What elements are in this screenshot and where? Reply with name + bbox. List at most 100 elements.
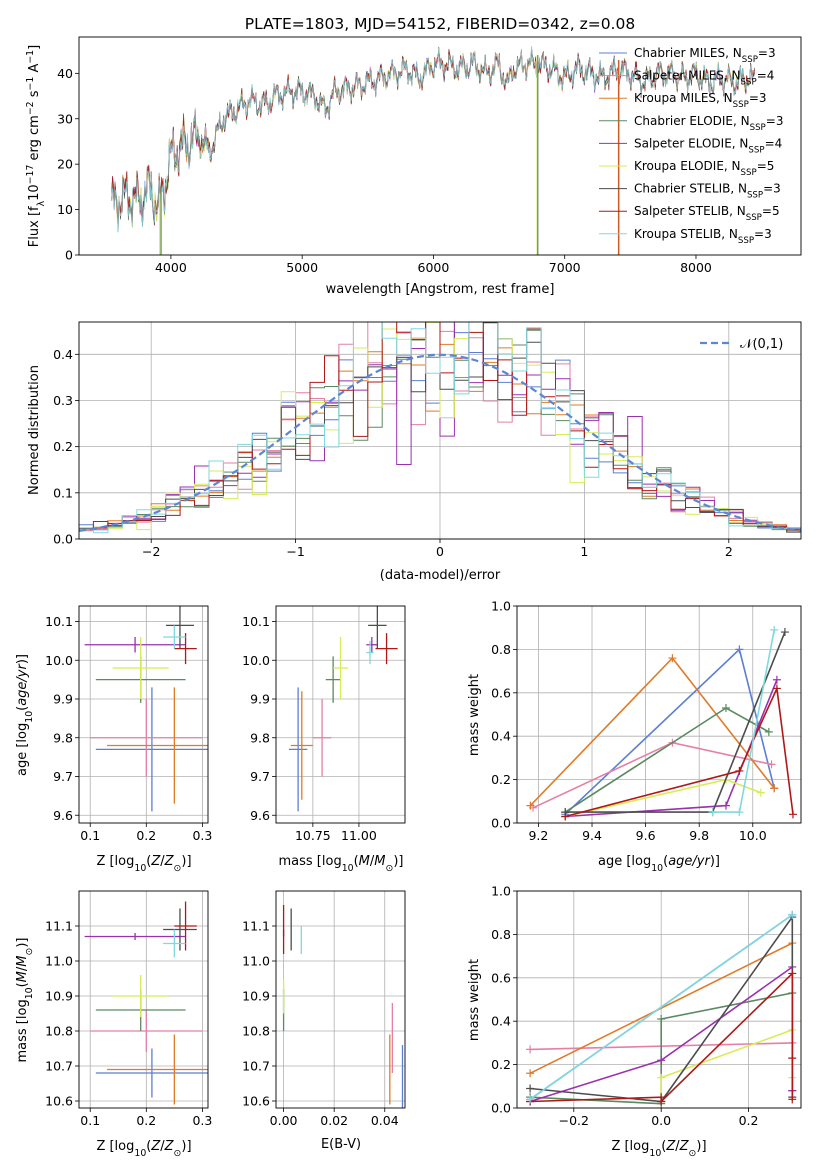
- y-tick-label: 0.2: [491, 772, 511, 787]
- weight-marker: [526, 1069, 535, 1078]
- y-tick-label: 10: [57, 202, 73, 217]
- panel-age-vs-mass: 10.75 11.00 9.6 9.7 9.8 9.9 10.0 10.1 mass [log1…: [242, 605, 406, 874]
- x-tick-label: 6000: [418, 260, 450, 275]
- x-axis-label: Z [log10(Z/Z⊙)]: [96, 854, 191, 874]
- histogram-series: [79, 322, 801, 534]
- histograms: [79, 322, 801, 534]
- weight-line: [660, 1028, 794, 1102]
- legend-entry: Kroupa STELIB, NSSP=3: [634, 227, 772, 246]
- y-tick-label: 11.1: [45, 919, 73, 934]
- weight-marker: [767, 760, 776, 769]
- y-tick-label: 10.1: [242, 614, 270, 629]
- legend-entry: Kroupa MILES, NSSP=3: [634, 91, 767, 110]
- error-bars: [282, 905, 404, 1108]
- x-axis-label: mass [log10(M/M⊙)]: [279, 854, 404, 874]
- weight-marker: [668, 654, 677, 663]
- x-tick-label: 9.2: [528, 828, 548, 843]
- legend: 𝒩(0,1): [700, 337, 783, 352]
- axes-frame: [78, 36, 802, 256]
- x-tick-label: −2: [142, 544, 160, 559]
- spectrum-line: [111, 48, 755, 233]
- x-tick-label: 1: [580, 544, 588, 559]
- weight-lines: [526, 625, 797, 821]
- weight-marker: [526, 1095, 535, 1104]
- plot-area: [79, 322, 801, 534]
- x-tick-label: 9.6: [636, 828, 656, 843]
- plot-area: [84, 606, 208, 812]
- y-tick-label: 0.1: [53, 485, 73, 500]
- y-tick-label: 10.7: [45, 1059, 73, 1074]
- x-tick-label: 0.1: [80, 828, 100, 843]
- y-tick-label: 0.6: [491, 685, 511, 700]
- axes-frame: [78, 605, 209, 824]
- x-tick-label: 0.3: [192, 828, 212, 843]
- x-axis-label: wavelength [Angstrom, rest frame]: [326, 282, 555, 297]
- panel-residuals: −2 −1 0 1 2 0.0 0.1 0.2 0.3 0.4 𝒩(0,1) (data-model)…: [27, 321, 802, 583]
- x-tick-label: −0.2: [559, 1113, 589, 1128]
- y-tick-label: 9.7: [53, 769, 73, 784]
- y-axis-label: mass [log10(M/M⊙)]: [15, 938, 35, 1063]
- panel-spectrum: 4000 5000 6000 7000 8000 0 10 20 30 40 Chabrier MI…: [25, 36, 802, 297]
- weight-line: [529, 914, 793, 1100]
- y-tick-label: 0.4: [491, 1014, 511, 1029]
- axes-frame: [78, 890, 209, 1109]
- panel-mass-vs-Z: 0.1 0.2 0.3 10.6 10.7 10.8 10.9 11.0 11.1 Z [log1…: [15, 890, 212, 1159]
- x-tick-label: 8000: [680, 260, 712, 275]
- weight-line: [564, 707, 770, 813]
- y-tick-label: 11.0: [45, 954, 73, 969]
- x-axis-label: Z [log10(Z/Z⊙)]: [611, 1139, 706, 1159]
- weight-marker: [708, 808, 717, 817]
- legend-entry: Salpeter STELIB, NSSP=5: [634, 204, 780, 223]
- x-tick-label: 11.00: [341, 828, 377, 843]
- y-tick-label: 30: [57, 111, 73, 126]
- spectrum-lines: [111, 46, 755, 255]
- y-tick-label: 0.2: [491, 1057, 511, 1072]
- panel-weight-vs-age: 9.2 9.4 9.6 9.8 10.0 0.0 0.2 0.4 0.6 0.8 1.0 age [l…: [467, 599, 802, 874]
- y-axis-label: mass weight: [467, 674, 482, 756]
- y-tick-label: 0.3: [53, 393, 73, 408]
- y-tick-label: 0.8: [491, 927, 511, 942]
- y-tick-label: 9.6: [53, 808, 73, 823]
- y-tick-label: 10.1: [45, 614, 73, 629]
- plot-area: [282, 905, 404, 1108]
- panel-mass-vs-ebv: 0.00 0.02 0.04 10.6 10.7 10.8 10.9 11.0 11.1 E(B-…: [242, 890, 406, 1152]
- weight-line: [530, 971, 794, 1104]
- y-tick-label: 1.0: [491, 599, 511, 614]
- weight-marker: [657, 1015, 666, 1024]
- y-axis-label: Normed distribution: [27, 365, 42, 495]
- weight-marker: [772, 684, 781, 693]
- y-tick-label: 9.9: [250, 692, 270, 707]
- y-tick-label: 9.9: [53, 692, 73, 707]
- y-tick-label: 10.9: [45, 989, 73, 1004]
- weight-marker: [561, 812, 570, 821]
- legend-entry: Chabrier STELIB, NSSP=3: [634, 182, 781, 201]
- x-tick-label: 0: [436, 544, 444, 559]
- axes-frame: [516, 605, 802, 824]
- x-tick-label: 7000: [549, 260, 581, 275]
- plot-area: [111, 46, 755, 255]
- weight-marker: [721, 703, 730, 712]
- y-tick-label: 20: [57, 157, 73, 172]
- y-tick-label: 11.1: [242, 919, 270, 934]
- weight-marker: [657, 1097, 666, 1106]
- y-tick-label: 10.7: [242, 1059, 270, 1074]
- x-tick-label: 0.02: [320, 1113, 348, 1128]
- y-tick-label: 10.9: [242, 989, 270, 1004]
- error-bars: [288, 606, 398, 812]
- weight-marker: [756, 788, 765, 797]
- axes-frame: [516, 890, 802, 1109]
- y-tick-label: 0.8: [491, 642, 511, 657]
- y-tick-label: 9.8: [53, 730, 73, 745]
- y-tick-label: 0.2: [53, 439, 73, 454]
- weight-marker: [721, 801, 730, 810]
- error-bars: [84, 606, 208, 812]
- weight-marker: [657, 1073, 666, 1082]
- weight-marker: [735, 766, 744, 775]
- y-axis-label: mass weight: [467, 959, 482, 1041]
- weight-marker: [788, 1095, 797, 1104]
- weight-marker: [788, 810, 797, 819]
- histogram-series: [79, 322, 801, 531]
- x-tick-label: 5000: [286, 260, 318, 275]
- x-axis-label: (data-model)/error: [380, 568, 501, 583]
